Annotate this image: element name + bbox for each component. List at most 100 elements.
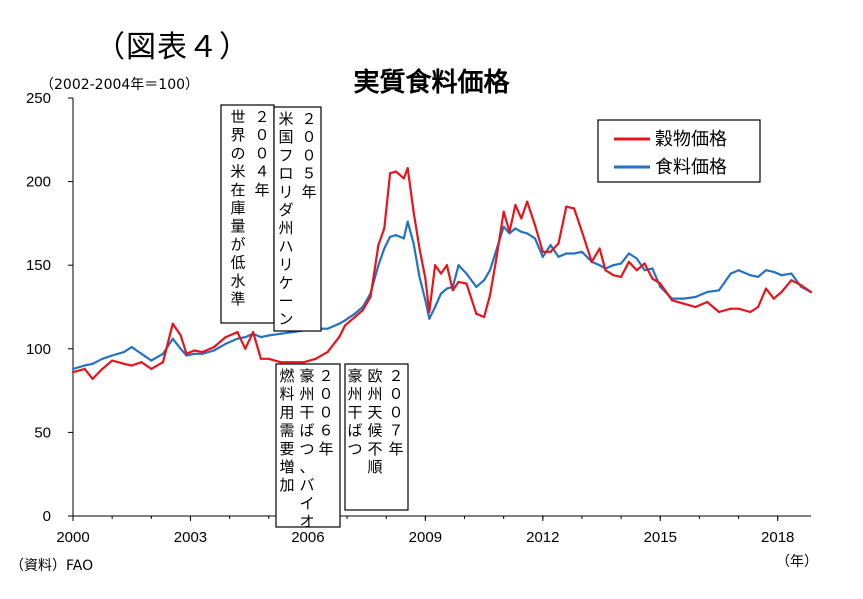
data-point-cereal bbox=[620, 275, 623, 279]
series-lines bbox=[71, 167, 813, 380]
data-point-food bbox=[488, 269, 492, 272]
data-point-cereal bbox=[383, 227, 386, 230]
data-point-food bbox=[394, 234, 398, 237]
y-tick-label: 200 bbox=[26, 174, 51, 191]
annotation-char: フ bbox=[278, 146, 293, 164]
data-point-cereal bbox=[412, 210, 415, 213]
data-point-food bbox=[526, 232, 529, 235]
annotation-box bbox=[220, 104, 275, 324]
annotation-box bbox=[275, 363, 341, 528]
annotation-char: ２ bbox=[254, 108, 269, 126]
annotation-char: ６ bbox=[318, 422, 333, 440]
data-point-food bbox=[279, 332, 282, 335]
data-point-cereal bbox=[179, 334, 182, 337]
data-point-cereal bbox=[402, 177, 405, 180]
data-point-food bbox=[71, 367, 75, 370]
x-tick-label: 2000 bbox=[56, 529, 89, 546]
axes: 0 50 100 150 200 250 2000 2003 2006 2009 2012 2015 2… bbox=[26, 90, 811, 546]
annotation-char: 順 bbox=[367, 458, 382, 476]
data-point-cereal bbox=[439, 272, 443, 275]
data-point-cereal bbox=[749, 310, 752, 314]
annotation-char: つ bbox=[347, 440, 362, 458]
data-point-cereal bbox=[494, 260, 497, 263]
data-point-cereal bbox=[251, 330, 255, 334]
data-point-food bbox=[580, 250, 584, 253]
data-point-food bbox=[418, 275, 421, 279]
y-tick-label: 150 bbox=[26, 257, 51, 274]
annotation-char: 年 bbox=[388, 440, 403, 458]
data-point-food bbox=[150, 359, 153, 362]
data-point-cereal bbox=[604, 269, 607, 272]
data-point-cereal bbox=[445, 264, 448, 267]
data-point-cereal bbox=[643, 262, 646, 265]
annotation-char: 豪 bbox=[347, 367, 362, 385]
data-point-cereal bbox=[377, 244, 380, 247]
annotation-char: 欧 bbox=[367, 367, 382, 385]
annotation-char: 州 bbox=[347, 385, 362, 403]
annotation-char: イ bbox=[299, 494, 314, 512]
annotation-char: 干 bbox=[347, 403, 362, 421]
data-point-cereal bbox=[514, 203, 517, 207]
annotation-char: 州 bbox=[367, 385, 382, 403]
annotation-char: 干 bbox=[299, 403, 314, 421]
data-point-food bbox=[737, 269, 740, 272]
annotation-char: ２ bbox=[318, 367, 333, 385]
annotation-char: 料 bbox=[279, 385, 294, 403]
data-point-cereal bbox=[670, 299, 674, 302]
data-point-cereal bbox=[533, 223, 537, 227]
data-point-food bbox=[635, 257, 638, 260]
data-point-food bbox=[694, 295, 697, 299]
y-tick-label: 0 bbox=[43, 508, 51, 525]
annotation-char: 量 bbox=[230, 217, 245, 235]
data-point-cereal bbox=[369, 295, 372, 299]
data-point-cereal bbox=[651, 277, 654, 280]
data-point-food bbox=[101, 357, 104, 360]
data-point-food bbox=[757, 275, 760, 279]
data-point-food bbox=[130, 346, 133, 349]
data-point-cereal bbox=[590, 260, 593, 263]
data-point-cereal bbox=[224, 335, 227, 339]
data-point-food bbox=[508, 232, 511, 235]
annotation-char: リ bbox=[278, 183, 293, 201]
data-point-food bbox=[457, 264, 460, 267]
data-point-food bbox=[185, 354, 188, 357]
data-point-cereal bbox=[659, 282, 662, 285]
annotation-char: ０ bbox=[301, 128, 316, 146]
data-point-cereal bbox=[201, 351, 204, 354]
data-point-food bbox=[682, 297, 685, 300]
annotation-char: 界 bbox=[230, 126, 245, 144]
data-point-cereal bbox=[706, 300, 709, 304]
data-point-cereal bbox=[71, 371, 75, 374]
data-point-cereal bbox=[717, 310, 721, 314]
data-point-cereal bbox=[259, 357, 263, 360]
annotation-char: オ bbox=[299, 513, 314, 531]
annotation-char: ７ bbox=[388, 422, 403, 440]
data-point-cereal bbox=[326, 351, 329, 354]
data-point-food bbox=[520, 230, 523, 233]
data-point-food bbox=[541, 255, 544, 258]
data-point-food bbox=[729, 272, 732, 275]
data-point-cereal bbox=[279, 361, 282, 364]
data-point-cereal bbox=[612, 274, 615, 277]
data-point-cereal bbox=[580, 230, 584, 233]
legend-label-food: 食料価格 bbox=[655, 157, 727, 178]
data-point-cereal bbox=[526, 200, 529, 203]
data-point-food bbox=[193, 352, 196, 355]
data-point-cereal bbox=[475, 312, 478, 315]
annotation-char: 候 bbox=[367, 422, 382, 440]
y-tick-label: 50 bbox=[34, 424, 51, 441]
data-point-food bbox=[406, 220, 409, 223]
annotation-char: ０ bbox=[254, 144, 269, 162]
annotation-char: 年 bbox=[318, 440, 333, 458]
annotation-char: ５ bbox=[301, 165, 316, 183]
data-point-food bbox=[377, 264, 380, 267]
x-unit-label: （年） bbox=[776, 554, 818, 570]
data-point-cereal bbox=[729, 307, 732, 310]
data-point-food bbox=[651, 267, 654, 270]
annotation-char: 需 bbox=[279, 422, 294, 440]
data-point-cereal bbox=[344, 324, 347, 327]
data-point-cereal bbox=[694, 305, 697, 309]
data-point-cereal bbox=[130, 364, 133, 367]
annotation-char: 準 bbox=[230, 290, 245, 308]
annotation-char: ０ bbox=[254, 126, 269, 144]
